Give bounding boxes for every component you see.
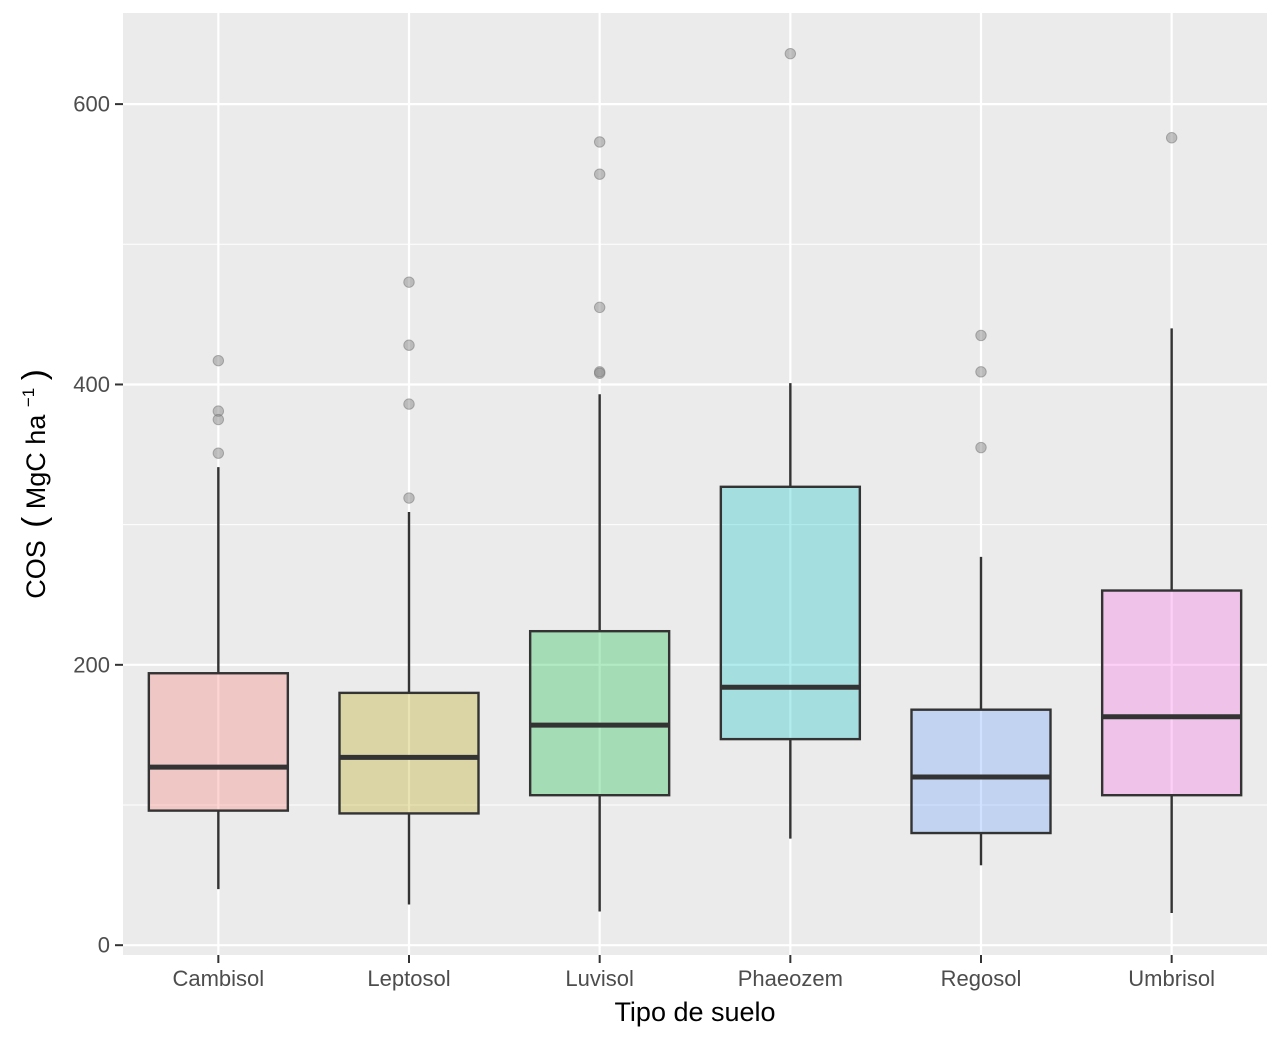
plot-panel-background <box>123 13 1267 955</box>
box-body-leptosol <box>340 693 479 814</box>
x-tick-label-phaeozem: Phaeozem <box>738 966 843 991</box>
y-axis-title: COS ( MgC ha −1 ) <box>10 369 52 599</box>
outlier-point-leptosol-4 <box>404 277 414 287</box>
y-axis-title-prefix: COS <box>21 540 51 599</box>
outlier-point-regosol-3 <box>976 330 986 340</box>
box-body-regosol <box>912 710 1051 833</box>
y-axis-title-unit-exponent: −1 <box>19 388 38 407</box>
outlier-point-umbrisol-1 <box>1166 133 1176 143</box>
outlier-point-regosol-1 <box>976 442 986 452</box>
x-tick-label-cambisol: Cambisol <box>172 966 264 991</box>
outlier-point-cambisol-4 <box>213 355 223 365</box>
outlier-point-regosol-2 <box>976 367 986 377</box>
y-axis-title-close-paren: ) <box>15 369 52 380</box>
outlier-point-leptosol-1 <box>404 493 414 503</box>
outlier-point-phaeozem-1 <box>785 48 795 58</box>
outlier-point-luvisol-4 <box>594 169 604 179</box>
x-axis: Cambisol Leptosol Luvisol Phaeozem Regosol Um… <box>172 955 1215 991</box>
x-tick-label-umbrisol: Umbrisol <box>1128 966 1215 991</box>
y-axis-title-unit: MgC ha <box>21 414 51 510</box>
box-body-phaeozem <box>721 487 860 739</box>
y-tick-label-600: 600 <box>73 92 110 117</box>
outlier-point-cambisol-1 <box>213 448 223 458</box>
outlier-point-luvisol-5 <box>594 137 604 147</box>
y-tick-label-400: 400 <box>73 372 110 397</box>
y-axis: 0 200 400 600 <box>73 92 123 958</box>
x-tick-label-leptosol: Leptosol <box>367 966 450 991</box>
x-tick-label-luvisol: Luvisol <box>565 966 633 991</box>
outlier-point-luvisol-3 <box>594 302 604 312</box>
svg-text:COS ( MgC ha: COS ( MgC ha −1 ) <box>10 369 52 599</box>
outlier-point-luvisol-2 <box>594 367 604 377</box>
x-tick-label-regosol: Regosol <box>941 966 1022 991</box>
box-body-luvisol <box>530 631 669 795</box>
outlier-point-leptosol-3 <box>404 340 414 350</box>
box-body-cambisol <box>149 673 288 810</box>
x-axis-title: Tipo de suelo <box>614 997 775 1027</box>
y-tick-label-200: 200 <box>73 652 110 677</box>
outlier-point-cambisol-3 <box>213 406 223 416</box>
y-tick-label-0: 0 <box>98 933 110 958</box>
y-axis-title-open-paren: ( <box>15 517 52 528</box>
outlier-point-leptosol-2 <box>404 399 414 409</box>
boxplot-chart: 0 200 400 600 Cambisol Leptosol Luvisol Phaeoz… <box>0 0 1280 1042</box>
box-body-umbrisol <box>1102 591 1241 796</box>
